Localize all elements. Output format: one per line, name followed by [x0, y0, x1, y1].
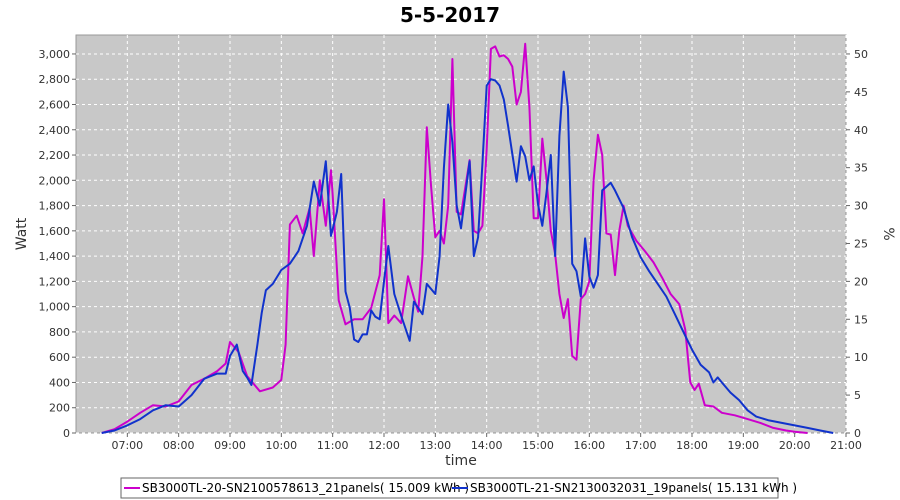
y2-tick-label: 20 — [854, 275, 868, 288]
x-tick-label: 10:00 — [265, 439, 297, 452]
y2-tick-label: 5 — [854, 389, 861, 402]
chart-title: 5-5-2017 — [400, 3, 500, 27]
legend-box — [120, 477, 779, 499]
x-tick-label: 18:00 — [676, 439, 708, 452]
y-axis-ticks: 0 200 400 600 800 1,000 1,200 1,400 1,600 1,800 2,… — [39, 48, 76, 440]
x-tick-label: 15:00 — [522, 439, 554, 452]
legend: SB3000TL-20-SN2100578613_21panels( 15.00… — [120, 477, 797, 499]
y2-tick-label: 45 — [854, 86, 868, 99]
x-tick-label: 11:00 — [317, 439, 349, 452]
y-tick-label: 1,200 — [39, 275, 71, 288]
legend-label-series-2: SB3000TL-21-SN2130032031_19panels( 15.13… — [470, 481, 797, 495]
y2-axis-title: % — [880, 227, 896, 240]
plot-area — [75, 34, 847, 434]
y-tick-label: 2,200 — [39, 149, 71, 162]
legend-label-series-1: SB3000TL-20-SN2100578613_21panels( 15.00… — [142, 481, 469, 495]
series-line-1 — [101, 42, 808, 434]
y-axis-title: Watt — [14, 217, 30, 250]
y2-tick-label: 30 — [854, 200, 868, 213]
x-tick-label: 21:00 — [830, 439, 862, 452]
y-tick-label: 1,400 — [39, 250, 71, 263]
y-tick-label: 800 — [49, 326, 70, 339]
y2-tick-label: 50 — [854, 48, 868, 61]
y-tick-label: 400 — [49, 376, 70, 389]
x-tick-label: 16:00 — [573, 439, 605, 452]
y-tick-label: 2,000 — [39, 174, 71, 187]
y-tick-label: 2,800 — [39, 73, 71, 86]
y2-tick-label: 40 — [854, 124, 868, 137]
x-axis-title: time — [445, 453, 477, 469]
x-tick-label: 12:00 — [368, 439, 400, 452]
x-tick-label: 17:00 — [625, 439, 657, 452]
y2-tick-label: 15 — [854, 313, 868, 326]
y-tick-label: 0 — [63, 427, 70, 440]
x-tick-label: 20:00 — [779, 439, 811, 452]
y2-tick-label: 25 — [854, 237, 868, 250]
x-tick-label: 13:00 — [419, 439, 451, 452]
y-tick-label: 1,600 — [39, 225, 71, 238]
x-tick-label: 14:00 — [471, 439, 503, 452]
y-tick-label: 2,400 — [39, 124, 71, 137]
x-axis-ticks: 07:00 08:00 09:00 10:00 11:00 12:00 13:00 14:00… — [111, 433, 862, 452]
y2-tick-label: 10 — [854, 351, 868, 364]
y-tick-label: 1,000 — [39, 301, 71, 314]
x-tick-label: 08:00 — [163, 439, 195, 452]
y2-tick-label: 0 — [854, 427, 861, 440]
grid-lines — [76, 35, 847, 434]
y2-tick-label: 35 — [854, 162, 868, 175]
y2-axis-ticks: 0 5 10 15 20 25 30 35 40 45 50 — [846, 48, 868, 440]
series-lines — [101, 42, 834, 434]
y-tick-label: 1,800 — [39, 200, 71, 213]
y-tick-label: 3,000 — [39, 48, 71, 61]
x-tick-label: 19:00 — [727, 439, 759, 452]
series-line-2 — [101, 70, 834, 434]
x-tick-label: 07:00 — [111, 439, 143, 452]
y-tick-label: 2,600 — [39, 98, 71, 111]
y-tick-label: 600 — [49, 351, 70, 364]
y-tick-label: 200 — [49, 402, 70, 415]
x-tick-label: 09:00 — [214, 439, 246, 452]
